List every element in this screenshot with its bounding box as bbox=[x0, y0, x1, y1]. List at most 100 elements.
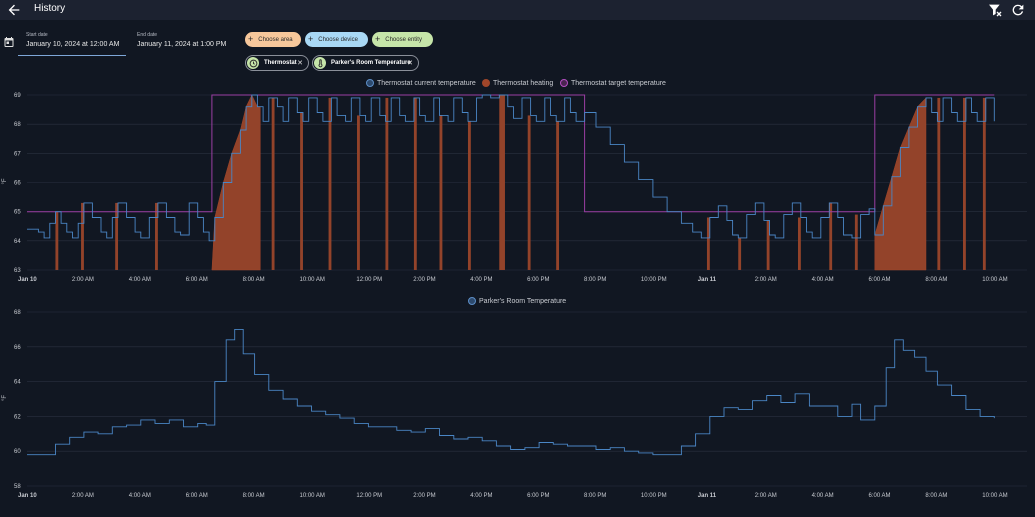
heating-bar bbox=[385, 97, 389, 271]
legend-swatch bbox=[468, 297, 476, 305]
heating-bar bbox=[556, 121, 560, 270]
x-tick-label: 2:00 AM bbox=[72, 277, 94, 283]
y-tick-label: 68 bbox=[14, 310, 21, 316]
heating-bar bbox=[328, 97, 332, 271]
heating-bar bbox=[413, 97, 417, 271]
x-tick-label: 4:00 PM bbox=[470, 277, 492, 283]
x-tick-label: 4:00 AM bbox=[129, 493, 151, 499]
x-tick-label: 6:00 AM bbox=[186, 493, 208, 499]
heating-bar bbox=[467, 121, 471, 270]
legend-target-temp[interactable]: Thermostat target temperature bbox=[560, 79, 666, 87]
x-tick-label: 8:00 AM bbox=[925, 493, 947, 499]
thermostat-chart[interactable]: 63 64 65 66 67 68 69 °F Jan 10 2:00 AM 4:00 AM 6:00… bbox=[0, 88, 1035, 288]
heating-bar bbox=[963, 97, 966, 271]
choose-device-label: Choose device bbox=[318, 36, 358, 43]
heating-bar bbox=[81, 202, 84, 270]
x-tick-label: 4:00 AM bbox=[129, 277, 151, 283]
parker-room-temp-line bbox=[27, 328, 995, 456]
heating-bar bbox=[829, 202, 833, 270]
filter-remove-icon[interactable] bbox=[987, 2, 1003, 18]
choose-entity-label: Choose entity bbox=[385, 36, 422, 43]
y-tick-label: 63 bbox=[14, 268, 21, 274]
y-tick-label: 69 bbox=[14, 93, 21, 99]
selected-parker-room-label: Parker's Room Temperature bbox=[331, 60, 411, 66]
current-temp-line bbox=[27, 94, 995, 242]
heating-bar bbox=[55, 211, 59, 270]
x-tick-label: Jan 10 bbox=[18, 493, 37, 499]
heating-bar bbox=[738, 237, 742, 270]
x-tick-label: 10:00 AM bbox=[300, 277, 325, 283]
plus-icon: + bbox=[248, 34, 254, 44]
x-tick-label: 2:00 AM bbox=[755, 277, 777, 283]
y-tick-label: 64 bbox=[14, 380, 21, 386]
y-tick-label: 66 bbox=[14, 345, 21, 351]
legend-label: Thermostat heating bbox=[493, 79, 554, 87]
x-tick-label: 8:00 PM bbox=[584, 277, 606, 283]
x-tick-label: 2:00 AM bbox=[755, 493, 777, 499]
heating-bar bbox=[499, 95, 505, 270]
x-tick-label: 4:00 AM bbox=[812, 493, 834, 499]
y-tick-label: 65 bbox=[14, 210, 21, 216]
remove-chip-icon[interactable]: ✕ bbox=[407, 60, 413, 67]
refresh-icon[interactable] bbox=[1010, 2, 1026, 18]
x-tick-label: 10:00 AM bbox=[300, 493, 325, 499]
legend-label: Thermostat current temperature bbox=[377, 79, 476, 87]
target-temp-line bbox=[27, 94, 995, 213]
selected-thermostat-label: Thermostat bbox=[264, 60, 297, 66]
legend-current-temp[interactable]: Thermostat current temperature bbox=[366, 79, 476, 87]
start-date-field[interactable]: Start date January 10, 2024 at 12:00 AM bbox=[18, 32, 126, 56]
heating-bar bbox=[115, 202, 119, 270]
y-tick-label: 60 bbox=[14, 449, 21, 455]
choose-entity-button[interactable]: + Choose entity bbox=[372, 32, 433, 47]
remove-chip-icon[interactable]: ✕ bbox=[297, 60, 303, 67]
heating-area bbox=[874, 97, 927, 271]
legend-parker-room[interactable]: Parker's Room Temperature bbox=[468, 297, 566, 305]
app-toolbar: History bbox=[0, 0, 1035, 20]
start-date-value: January 10, 2024 at 12:00 AM bbox=[26, 41, 120, 48]
heating-bar bbox=[854, 214, 858, 270]
thermostat-icon bbox=[247, 57, 259, 69]
y-tick-label: 58 bbox=[14, 484, 21, 490]
selected-thermostat-chip[interactable]: Thermostat ✕ bbox=[245, 55, 309, 71]
x-tick-label: 8:00 AM bbox=[243, 277, 265, 283]
choose-device-button[interactable]: + Choose device bbox=[305, 32, 368, 47]
thermometer-icon bbox=[314, 57, 326, 69]
y-tick-label: 62 bbox=[14, 414, 21, 420]
calendar-icon[interactable] bbox=[3, 36, 15, 48]
y-tick-label: 64 bbox=[14, 239, 21, 245]
back-arrow-icon[interactable] bbox=[6, 2, 22, 18]
x-tick-label: 10:00 PM bbox=[641, 493, 667, 499]
page-title: History bbox=[34, 3, 66, 14]
heating-bar bbox=[439, 115, 443, 271]
x-tick-label: 4:00 PM bbox=[470, 493, 492, 499]
y-tick-label: 68 bbox=[14, 122, 21, 128]
legend-label: Parker's Room Temperature bbox=[479, 297, 567, 305]
selected-parker-room-chip[interactable]: Parker's Room Temperature ✕ bbox=[312, 55, 419, 71]
legend-swatch bbox=[560, 79, 568, 87]
x-tick-label: 8:00 AM bbox=[243, 493, 265, 499]
legend-label: Thermostat target temperature bbox=[571, 79, 666, 87]
x-tick-label: 2:00 PM bbox=[413, 493, 435, 499]
y-axis-label: °F bbox=[2, 395, 8, 401]
start-date-label: Start date bbox=[26, 32, 48, 38]
x-tick-label: Jan 11 bbox=[698, 493, 717, 499]
x-tick-label: 8:00 AM bbox=[925, 277, 947, 283]
choose-area-label: Choose area bbox=[258, 36, 293, 43]
heating-bar bbox=[155, 202, 158, 270]
end-date-field[interactable]: End date January 11, 2024 at 1:00 PM bbox=[130, 32, 238, 56]
x-tick-label: 6:00 PM bbox=[527, 493, 549, 499]
parker-room-chart[interactable]: 58 60 62 64 66 68 °F Jan 10 2:00 AM 4:00 AM 6:00 A… bbox=[0, 306, 1035, 511]
y-tick-label: 67 bbox=[14, 151, 21, 157]
x-tick-label: 12:00 PM bbox=[356, 277, 382, 283]
heating-bar bbox=[527, 115, 531, 271]
heating-bar bbox=[937, 97, 941, 271]
legend-swatch bbox=[366, 79, 374, 87]
heating-bar bbox=[271, 97, 275, 271]
choose-area-button[interactable]: + Choose area bbox=[245, 32, 301, 47]
x-tick-label: Jan 11 bbox=[698, 277, 717, 283]
x-tick-label: 10:00 AM bbox=[982, 493, 1007, 499]
heating-bar bbox=[797, 217, 801, 270]
legend-heating[interactable]: Thermostat heating bbox=[482, 79, 553, 87]
heating-bar bbox=[300, 112, 303, 270]
x-tick-label: Jan 10 bbox=[18, 277, 37, 283]
